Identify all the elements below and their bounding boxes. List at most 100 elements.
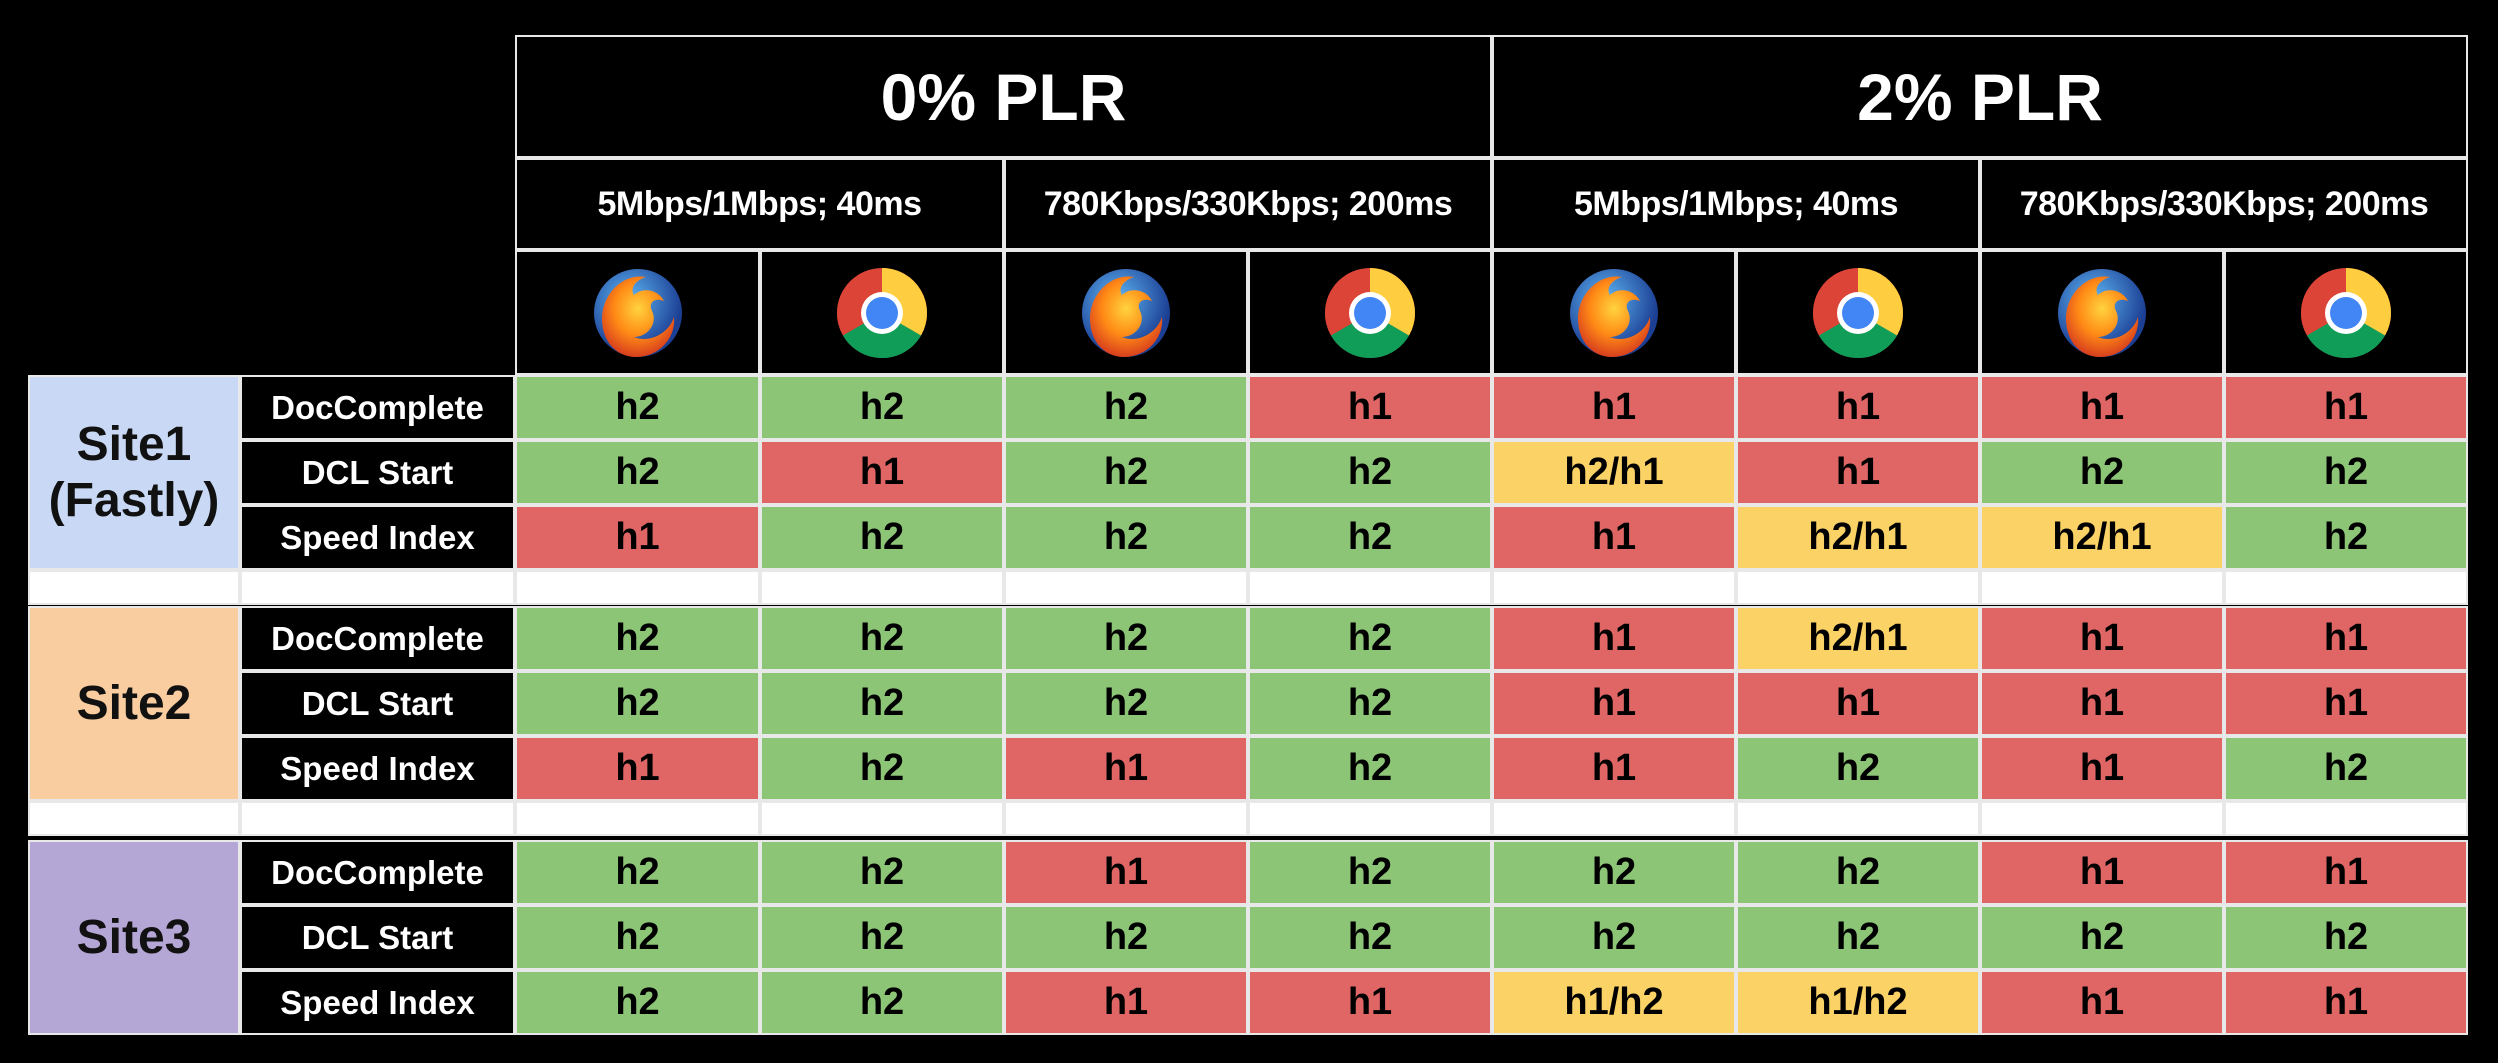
browser-header-cell — [2224, 250, 2468, 375]
metric-label: DocComplete — [240, 606, 515, 671]
result-cell: h1 — [2224, 606, 2468, 671]
result-cell: h1 — [1980, 671, 2224, 736]
chrome-icon — [832, 263, 932, 363]
result-cell: h2/h1 — [1736, 606, 1980, 671]
result-cell: h2 — [1248, 440, 1492, 505]
result-cell: h1 — [1248, 375, 1492, 440]
block-spacer — [1492, 801, 1736, 836]
result-cell: h2 — [760, 970, 1004, 1035]
result-cell: h2/h1 — [1980, 505, 2224, 570]
result-cell: h2 — [760, 505, 1004, 570]
metric-label: DCL Start — [240, 671, 515, 736]
result-cell: h1 — [1004, 840, 1248, 905]
result-cell: h1 — [1248, 970, 1492, 1035]
plr-header: 0% PLR — [515, 35, 1492, 158]
result-cell: h1 — [2224, 671, 2468, 736]
chrome-icon — [1320, 263, 1420, 363]
block-spacer — [1980, 570, 2224, 605]
result-cell: h1 — [1736, 440, 1980, 505]
block-spacer — [760, 801, 1004, 836]
result-cell: h2 — [1248, 606, 1492, 671]
result-cell: h2 — [760, 606, 1004, 671]
result-cell: h1 — [760, 440, 1004, 505]
chrome-icon — [1808, 263, 1908, 363]
chrome-icon — [2296, 263, 2396, 363]
metric-label: DCL Start — [240, 440, 515, 505]
result-cell: h1/h2 — [1736, 970, 1980, 1035]
result-cell: h2 — [1980, 440, 2224, 505]
site-label: Site1 (Fastly) — [28, 375, 240, 570]
result-cell: h2 — [515, 905, 760, 970]
metric-label: Speed Index — [240, 970, 515, 1035]
result-cell: h2 — [1248, 505, 1492, 570]
result-cell: h2 — [1004, 375, 1248, 440]
block-spacer — [1980, 801, 2224, 836]
result-cell: h2 — [1004, 606, 1248, 671]
block-spacer — [2224, 570, 2468, 605]
browser-header-cell — [1248, 250, 1492, 375]
network-header: 5Mbps/1Mbps; 40ms — [1492, 158, 1980, 250]
result-cell: h2 — [515, 606, 760, 671]
result-cell: h1 — [515, 505, 760, 570]
result-cell: h2 — [515, 375, 760, 440]
result-cell: h1 — [1004, 736, 1248, 801]
result-cell: h2 — [2224, 736, 2468, 801]
result-cell: h2 — [515, 440, 760, 505]
result-cell: h2 — [1980, 905, 2224, 970]
browser-header-cell — [760, 250, 1004, 375]
result-cell: h2/h1 — [1736, 505, 1980, 570]
result-cell: h2 — [760, 375, 1004, 440]
metric-label: DCL Start — [240, 905, 515, 970]
result-cell: h1 — [2224, 375, 2468, 440]
result-cell: h2 — [515, 671, 760, 736]
block-spacer — [1248, 570, 1492, 605]
result-cell: h2 — [2224, 505, 2468, 570]
metric-label: Speed Index — [240, 505, 515, 570]
result-cell: h2 — [1248, 736, 1492, 801]
metric-label: DocComplete — [240, 840, 515, 905]
result-cell: h2 — [1004, 505, 1248, 570]
result-cell: h2 — [1492, 905, 1736, 970]
block-spacer — [515, 801, 760, 836]
block-spacer — [1492, 570, 1736, 605]
result-cell: h1 — [1980, 736, 2224, 801]
result-cell: h1 — [1492, 671, 1736, 736]
result-cell: h2 — [1248, 840, 1492, 905]
metric-label: DocComplete — [240, 375, 515, 440]
block-spacer — [760, 570, 1004, 605]
result-cell: h2 — [760, 905, 1004, 970]
result-cell: h1 — [1736, 671, 1980, 736]
plr-header: 2% PLR — [1492, 35, 2468, 158]
network-header: 780Kbps/330Kbps; 200ms — [1004, 158, 1492, 250]
browser-header-cell — [515, 250, 760, 375]
block-spacer — [28, 570, 240, 605]
block-spacer — [1248, 801, 1492, 836]
browser-header-cell — [1004, 250, 1248, 375]
result-cell: h1/h2 — [1492, 970, 1736, 1035]
result-cell: h1 — [1736, 375, 1980, 440]
network-header: 780Kbps/330Kbps; 200ms — [1980, 158, 2468, 250]
browser-header-cell — [1492, 250, 1736, 375]
metric-label: Speed Index — [240, 736, 515, 801]
block-spacer — [1736, 570, 1980, 605]
result-cell: h1 — [1980, 970, 2224, 1035]
firefox-icon — [2052, 263, 2152, 363]
result-cell: h2 — [760, 671, 1004, 736]
result-cell: h1 — [1492, 505, 1736, 570]
network-header: 5Mbps/1Mbps; 40ms — [515, 158, 1004, 250]
result-cell: h2 — [515, 840, 760, 905]
result-cell: h2 — [1248, 905, 1492, 970]
block-spacer — [240, 570, 515, 605]
block-spacer — [28, 801, 240, 836]
result-cell: h2 — [1736, 840, 1980, 905]
result-cell: h2 — [1004, 440, 1248, 505]
result-cell: h1 — [1492, 606, 1736, 671]
result-cell: h2/h1 — [1492, 440, 1736, 505]
block-spacer — [1736, 801, 1980, 836]
result-cell: h1 — [2224, 840, 2468, 905]
result-cell: h2 — [2224, 905, 2468, 970]
result-cell: h1 — [2224, 970, 2468, 1035]
result-cell: h2 — [1004, 671, 1248, 736]
firefox-icon — [1076, 263, 1176, 363]
